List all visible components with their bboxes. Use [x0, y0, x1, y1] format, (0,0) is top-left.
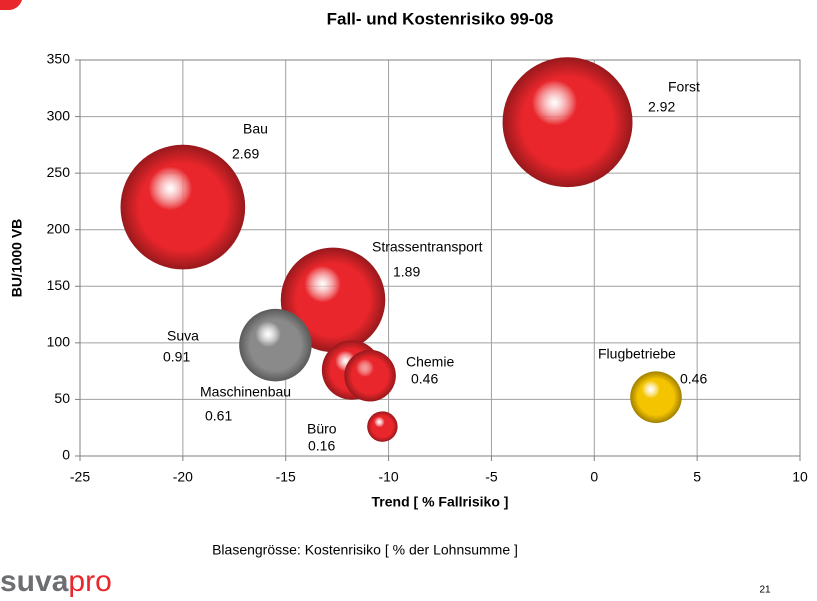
logo-mark [0, 0, 22, 11]
page-number: 21 [759, 585, 771, 596]
bubble [502, 57, 633, 188]
bubble [367, 411, 398, 442]
chart-title: Fall- und Kostenrisiko 99-08 [327, 9, 554, 28]
bubble-size-label: 0.91 [163, 349, 190, 365]
plot-border [79, 59, 801, 457]
bubble-size-label: 0.46 [411, 371, 438, 387]
y-tick-label: 300 [47, 107, 71, 123]
x-tick-label: -25 [70, 469, 90, 485]
bubble-label: Flugbetriebe [598, 346, 676, 362]
bubble-label: Suva [167, 328, 199, 344]
bubble [120, 144, 246, 270]
x-tick-label: 10 [792, 469, 808, 485]
logo: suvapro [0, 565, 112, 598]
x-tick-label: 5 [693, 469, 701, 485]
y-axis-label: BU/1000 VB [9, 219, 25, 298]
y-tick-label: 200 [47, 220, 71, 236]
bubble-label: Strassentransport [372, 239, 483, 255]
bubble-label: Bau [243, 121, 268, 137]
logo-part: pro [68, 565, 111, 598]
bubble [344, 349, 396, 402]
bubble-label: Maschinenbau [200, 384, 291, 400]
y-tick-label: 250 [47, 164, 71, 180]
bubble-label: Büro [307, 421, 337, 437]
x-tick-label: -10 [378, 469, 398, 485]
y-tick-label: 0 [62, 447, 70, 463]
x-tick-label: 0 [590, 469, 598, 485]
x-tick-label: -5 [485, 469, 498, 485]
x-tick-label: -20 [173, 469, 193, 485]
bubble [630, 371, 682, 423]
note: Blasengrösse: Kostenrisiko [ % der Lohns… [212, 542, 518, 558]
y-tick-label: 150 [47, 277, 71, 293]
x-axis-label: Trend [ % Fallrisiko ] [372, 494, 509, 510]
bubble-size-label: 0.16 [308, 438, 335, 454]
bubble-size-label: 2.92 [648, 99, 675, 115]
y-tick-label: 50 [54, 390, 70, 406]
bubble-label: Chemie [406, 354, 454, 370]
bubble-size-label: 0.46 [680, 371, 707, 387]
bubble-size-label: 2.69 [232, 146, 259, 162]
bubble-size-label: 0.61 [205, 408, 232, 424]
y-tick-label: 100 [47, 334, 71, 350]
y-tick-label: 350 [47, 51, 71, 67]
x-tick-label: -15 [276, 469, 296, 485]
bubble-size-label: 1.89 [393, 264, 420, 280]
bubble-label: Forst [668, 79, 700, 95]
bubble [239, 308, 312, 382]
logo-part: suva [0, 565, 69, 598]
